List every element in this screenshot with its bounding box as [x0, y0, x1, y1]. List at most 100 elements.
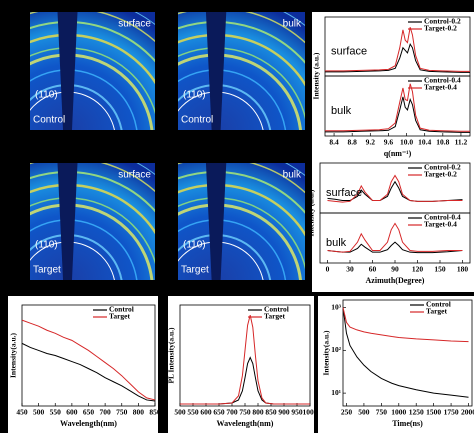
series-line [327, 222, 463, 253]
series-line [325, 96, 470, 133]
legend-label: Target [264, 312, 285, 321]
x-tick-label: 120 [412, 265, 424, 274]
image-label: Target [181, 265, 209, 276]
image-content [178, 163, 305, 280]
x-tick-label: 700 [100, 408, 112, 417]
x-tick-label: 850 [149, 408, 161, 417]
x-tick-label: 9.6 [384, 138, 394, 147]
series-line [342, 307, 469, 398]
image-label: bulk [283, 19, 302, 30]
image-label: bulk [283, 170, 302, 181]
legend-label: Target-0.4 [424, 220, 457, 229]
giwaxs-image: surface (110) Control [30, 12, 155, 130]
legend-label: Control-0.4 [424, 213, 461, 222]
x-tick-label: 1000 [303, 408, 318, 417]
x-tick-label: 10.4 [418, 138, 431, 147]
image-label: (110) [35, 90, 58, 101]
series-line [325, 27, 470, 72]
legend-label: Target-0.2 [424, 24, 457, 33]
x-axis-label: Time(ns) [392, 419, 423, 428]
image-label: surface [118, 19, 151, 30]
y-axis-label: Intensity (a.u.) [307, 189, 316, 236]
legend-label: Control [264, 305, 289, 314]
series-line [327, 174, 463, 203]
y-tick-label: 10³ [331, 302, 342, 311]
panel-label: bulk [331, 105, 352, 117]
series-line [325, 83, 470, 132]
x-tick-label: 1000 [391, 408, 406, 417]
legend-label: Control-0.4 [424, 76, 461, 85]
x-tick-label: 750 [116, 408, 128, 417]
x-tick-label: 1250 [409, 408, 424, 417]
x-axis-label: q(nm⁻¹) [384, 149, 412, 158]
giwaxs-image: bulk (110) Control [178, 12, 305, 130]
series-line [342, 307, 469, 343]
x-tick-label: 800 [133, 408, 145, 417]
panel-label: bulk [326, 237, 347, 249]
x-tick-label: 8.8 [348, 138, 358, 147]
giwaxs-image: bulk (110) Target [178, 163, 305, 280]
x-tick-label: 9.2 [366, 138, 376, 147]
beamstop [57, 12, 78, 130]
x-tick-label: 30 [346, 265, 354, 274]
x-axis-label: Wavelength(nm) [60, 419, 117, 428]
legend-label: Control [426, 300, 451, 309]
beamstop [205, 12, 227, 130]
series-line [180, 314, 310, 405]
x-tick-label: 60 [369, 265, 377, 274]
panel-label: surface [331, 45, 367, 57]
image-bg [30, 12, 155, 130]
legend-label: Control [109, 305, 134, 314]
x-tick-label: 800 [252, 408, 264, 417]
panel-bg [312, 12, 474, 162]
panel-bg [312, 158, 474, 292]
y-axis-label: Intensity(a.u.) [322, 330, 331, 376]
legend-label: Target-0.2 [424, 170, 457, 179]
x-tick-label: 450 [16, 408, 28, 417]
image-label: Control [181, 115, 213, 126]
image-label: (110) [183, 240, 206, 251]
y-axis-label: Intensity (a.u.) [312, 52, 321, 99]
panel-bg [8, 296, 158, 433]
series-line [21, 319, 156, 401]
x-tick-label: 10.8 [436, 138, 449, 147]
x-tick-label: 10.0 [400, 138, 413, 147]
legend-label: Control-0.2 [424, 163, 461, 172]
x-tick-label: 700 [226, 408, 238, 417]
x-tick-label: 1500 [426, 408, 441, 417]
x-tick-label: 600 [200, 408, 212, 417]
legend-label: Target [109, 312, 130, 321]
x-tick-label: 8.4 [329, 138, 339, 147]
image-content [30, 12, 155, 130]
x-axis-label: Wavelength(nm) [217, 419, 274, 428]
y-axis-label: Intensity(a.u.) [9, 333, 18, 379]
beamstop [57, 163, 78, 280]
x-tick-label: 600 [66, 408, 78, 417]
x-tick-label: 750 [239, 408, 251, 417]
series-line [327, 241, 463, 254]
x-tick-label: 150 [434, 265, 446, 274]
image-content [30, 163, 155, 280]
x-tick-label: 180 [457, 265, 469, 274]
x-tick-label: 550 [187, 408, 199, 417]
image-bg [178, 12, 305, 130]
x-tick-label: 950 [291, 408, 303, 417]
image-content [178, 12, 305, 130]
y-tick-label: 10¹ [331, 388, 341, 397]
x-tick-label: 550 [50, 408, 62, 417]
panel-bg [168, 296, 314, 433]
series-line [325, 43, 470, 73]
legend-label: Control-0.2 [424, 17, 461, 26]
x-tick-label: 0 [326, 265, 330, 274]
x-tick-label: 650 [213, 408, 225, 417]
y-tick-label: 10² [331, 345, 342, 354]
plot-frame [342, 299, 473, 407]
x-tick-label: 500 [174, 408, 186, 417]
x-tick-label: 500 [358, 408, 370, 417]
x-tick-label: 750 [376, 408, 388, 417]
giwaxs-image: surface (110) Target [30, 163, 155, 280]
image-label: (110) [35, 240, 58, 251]
panel-bg [318, 296, 474, 433]
x-tick-label: 850 [265, 408, 277, 417]
